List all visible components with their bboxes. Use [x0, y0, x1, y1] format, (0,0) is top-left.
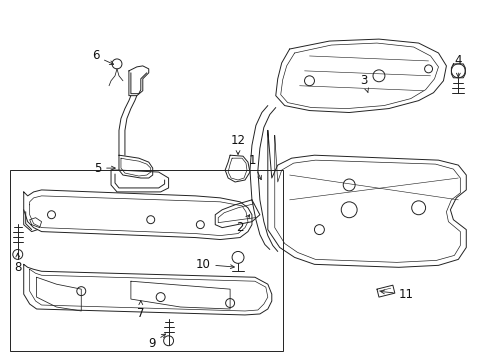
Text: 10: 10 — [195, 258, 234, 271]
Text: 3: 3 — [360, 74, 368, 93]
Text: 6: 6 — [91, 49, 113, 64]
Text: 9: 9 — [148, 334, 165, 350]
Text: 11: 11 — [380, 288, 413, 301]
Text: 8: 8 — [14, 253, 21, 274]
Text: 12: 12 — [230, 134, 245, 154]
Text: 1: 1 — [248, 154, 261, 180]
Text: 4: 4 — [454, 54, 461, 77]
Text: 5: 5 — [94, 162, 115, 175]
Text: 2: 2 — [236, 215, 249, 234]
Bar — [10, 170, 282, 351]
Text: 7: 7 — [137, 301, 144, 320]
